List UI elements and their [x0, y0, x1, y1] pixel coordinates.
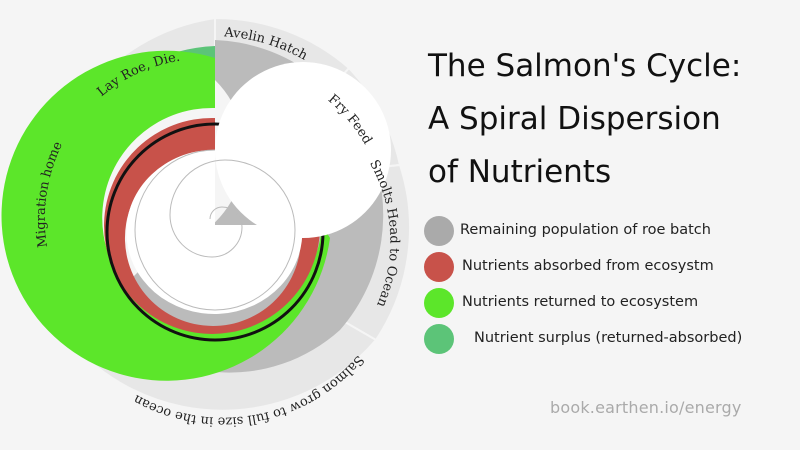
title-line-3: of Nutrients — [428, 154, 612, 190]
nutrients-returned-area — [1, 50, 330, 381]
legend-item-absorbed: Nutrients absorbed from ecosystm — [424, 250, 794, 286]
legend-swatch-absorbed — [424, 252, 454, 282]
credit-link[interactable]: book.earthen.io/energy — [550, 398, 742, 417]
legend-item-remaining: Remaining population of roe batch — [424, 214, 794, 250]
legend-label-absorbed: Nutrients absorbed from ecosystm — [462, 258, 714, 274]
legend-item-returned: Nutrients returned to ecosystem — [424, 286, 794, 322]
legend-swatch-remaining — [424, 216, 454, 246]
spiral-line — [134, 149, 296, 311]
title-line-2: A Spiral Dispersion — [428, 101, 721, 137]
legend-swatch-surplus — [424, 324, 454, 354]
title-line-1: The Salmon's Cycle: — [428, 48, 742, 84]
legend-item-surplus: Nutrient surplus (returned-absorbed) — [424, 322, 794, 358]
legend-label-surplus: Nutrient surplus (returned-absorbed) — [474, 330, 743, 346]
legend: Remaining population of roe batch Nutrie… — [424, 214, 794, 358]
legend-swatch-returned — [424, 288, 454, 318]
title: The Salmon's Cycle: A Spiral Dispersion … — [428, 40, 788, 199]
legend-label-remaining: Remaining population of roe batch — [460, 222, 711, 238]
legend-label-returned: Nutrients returned to ecosystem — [462, 294, 699, 310]
inner-white-area — [215, 62, 391, 239]
inner-white-disk — [126, 149, 303, 314]
